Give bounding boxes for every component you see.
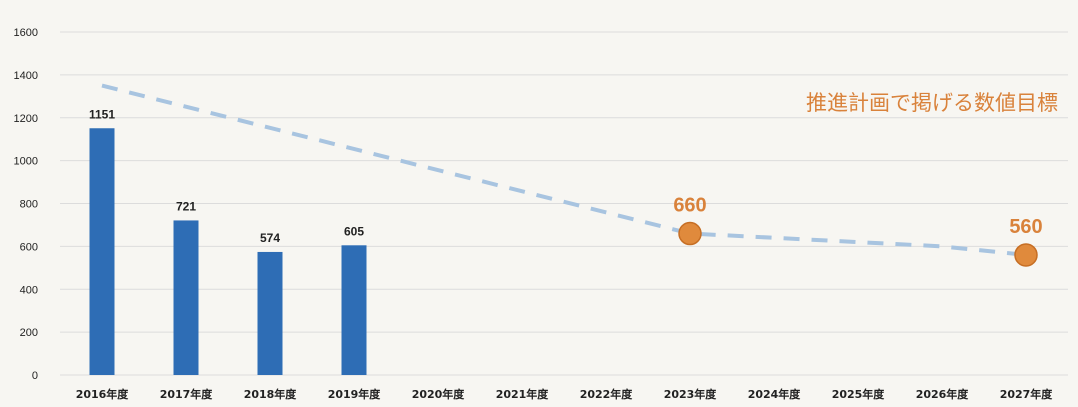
x-tick-label: 2017年度	[160, 387, 214, 401]
x-tick-label: 2026年度	[916, 387, 970, 401]
x-tick-label: 2023年度	[664, 387, 718, 401]
y-tick-label: 600	[20, 241, 38, 253]
x-tick-label: 2025年度	[832, 387, 886, 401]
target-value-label: 560	[1009, 216, 1042, 238]
bar	[89, 128, 115, 375]
y-tick-label: 1200	[14, 113, 38, 125]
x-tick-label: 2027年度	[1000, 387, 1054, 401]
bar	[341, 245, 367, 375]
x-tick-label: 2018年度	[244, 387, 298, 401]
x-tick-label: 2016年度	[76, 387, 130, 401]
y-tick-label: 800	[20, 199, 38, 211]
target-marker	[1014, 243, 1038, 267]
target-annotation: 推進計画で掲げる数値目標	[806, 91, 1058, 115]
x-tick-label: 2019年度	[328, 387, 382, 401]
bar-value-label: 721	[176, 199, 196, 213]
target-value-label: 660	[673, 195, 706, 217]
target-line	[101, 83, 1027, 257]
y-tick-label: 0	[32, 370, 38, 382]
y-tick-label: 200	[20, 327, 38, 339]
y-tick-label: 1400	[14, 70, 38, 82]
x-tick-label: 2021年度	[496, 387, 550, 401]
y-tick-label: 1000	[14, 156, 38, 168]
y-tick-label: 1600	[14, 27, 38, 39]
y-tick-label: 400	[20, 284, 38, 296]
bar-value-label: 605	[344, 224, 364, 238]
bar-value-label: 1151	[89, 107, 115, 121]
bar	[257, 251, 283, 375]
bar-value-label: 574	[260, 231, 280, 245]
bar	[173, 220, 199, 375]
x-tick-label: 2024年度	[748, 387, 802, 401]
target-marker	[678, 221, 702, 246]
x-tick-label: 2022年度	[580, 387, 634, 401]
x-tick-label: 2020年度	[412, 387, 466, 401]
